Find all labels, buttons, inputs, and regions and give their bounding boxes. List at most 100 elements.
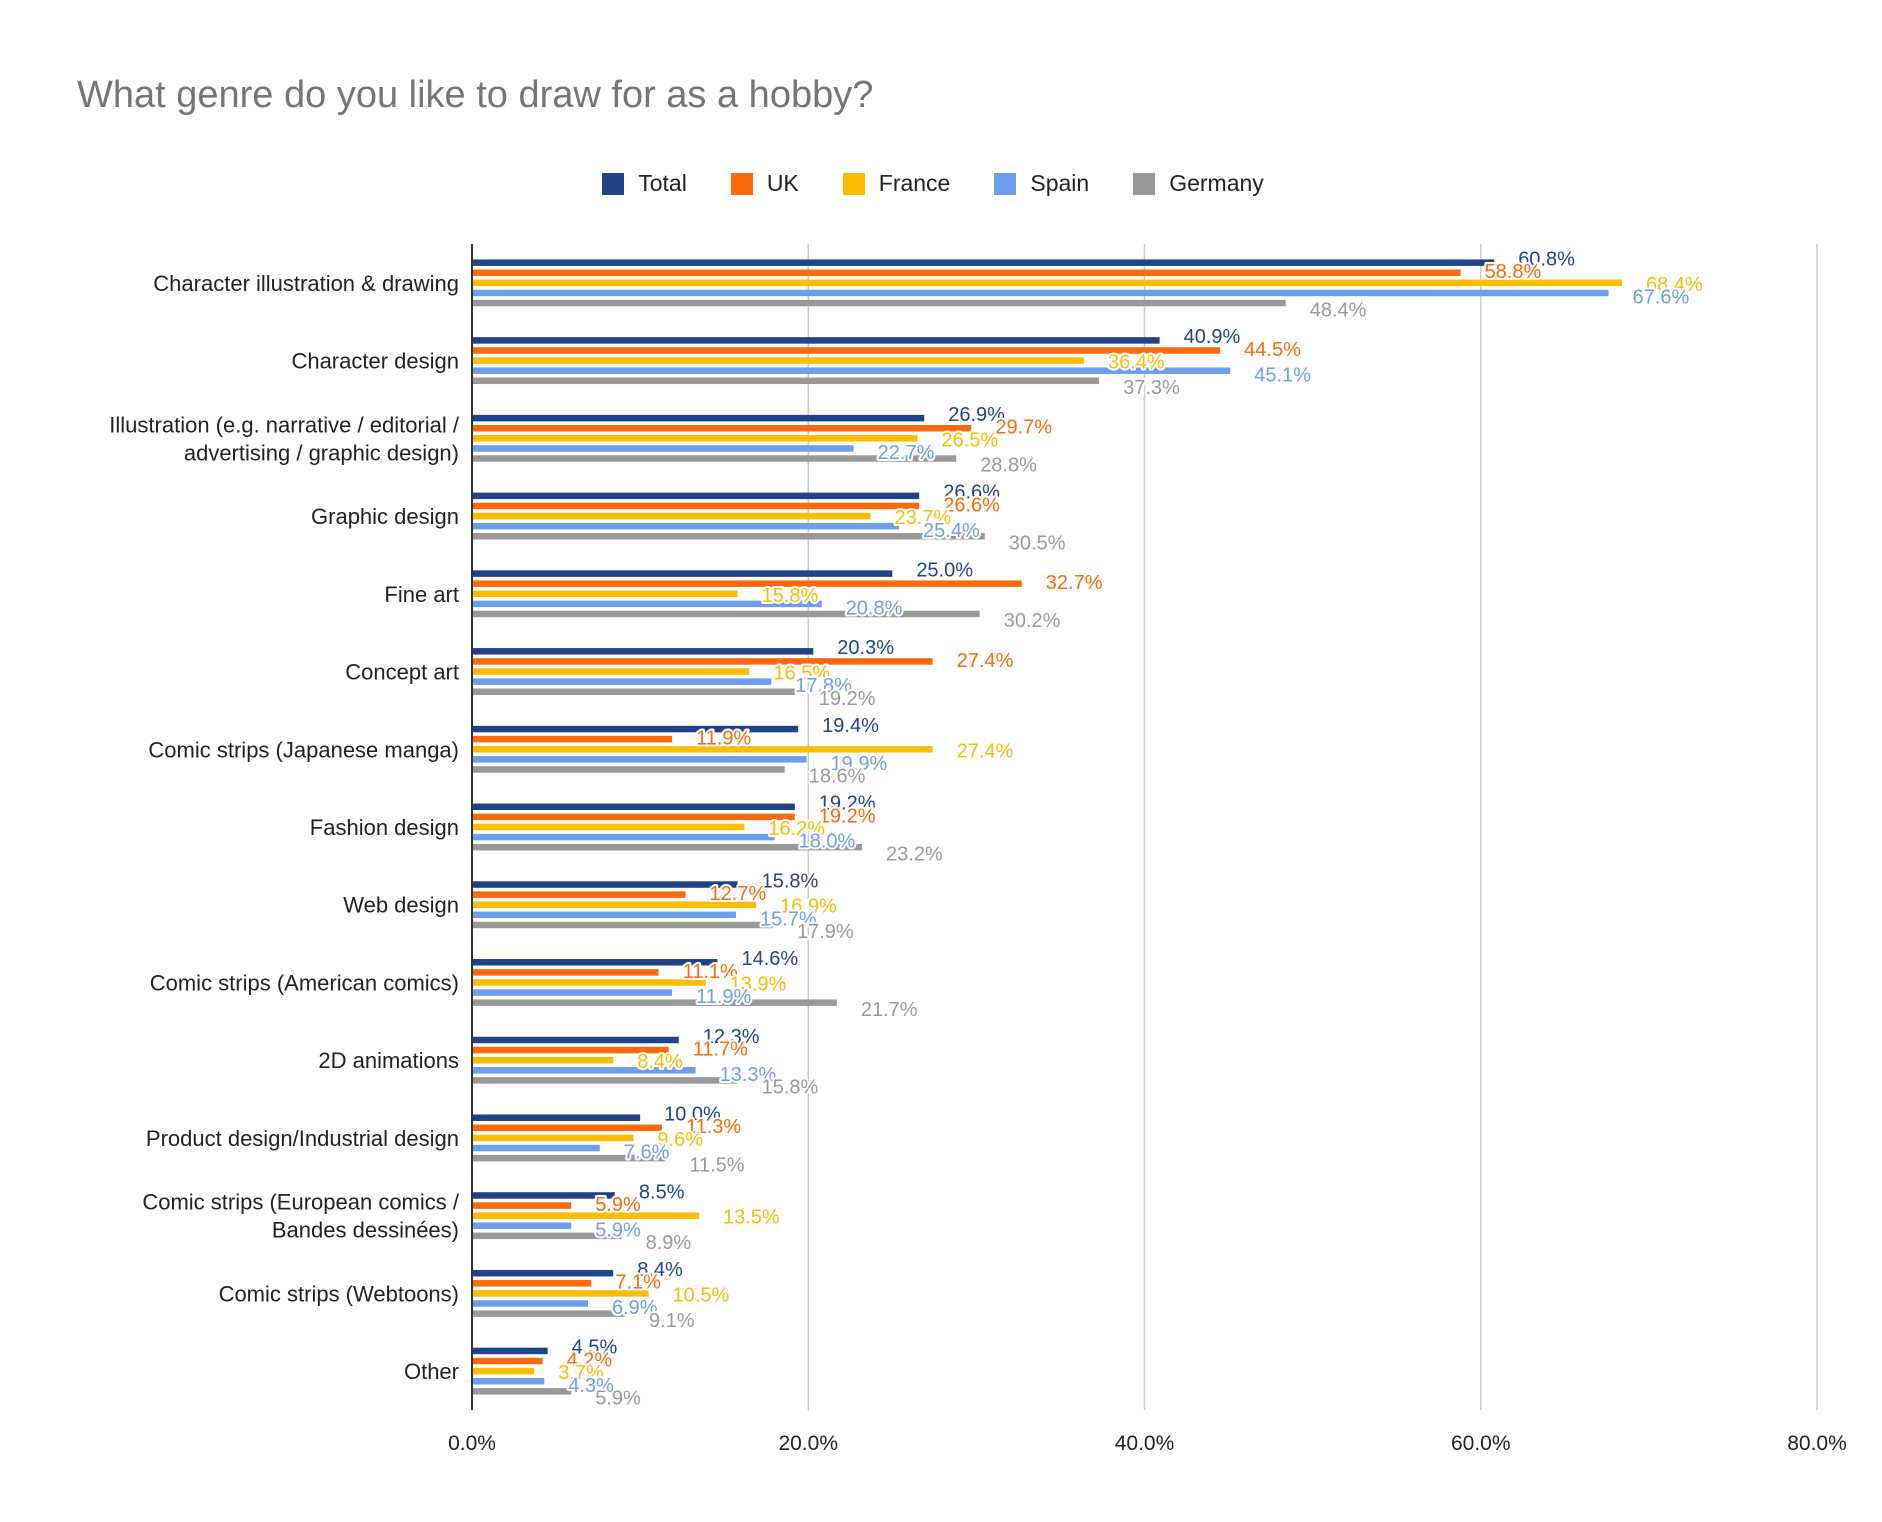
data-label-germany: 30.5% — [1009, 532, 1066, 554]
bar-total-web-design — [472, 881, 738, 888]
data-label-spain: 17.8% — [795, 675, 852, 697]
bar-uk-other — [472, 1357, 543, 1365]
data-label-germany: 5.9% — [595, 1388, 641, 1410]
bar-uk-comic-strips-european-comics-bandes-dessin-es — [472, 1202, 572, 1209]
legend-swatch-germany — [1133, 172, 1156, 195]
bar-total-fashion-design — [472, 803, 795, 811]
data-label-france: 27.4% — [957, 740, 1014, 762]
data-label-spain: 15.7% — [760, 908, 817, 930]
data-label-uk: 58.8% — [1485, 261, 1542, 283]
bar-total-other — [472, 1347, 548, 1355]
bar-germany-concept-art — [472, 688, 795, 695]
data-label-spain: 20.8% — [846, 598, 903, 620]
bar-total-graphic-design — [472, 492, 920, 500]
legend-swatch-spain — [994, 172, 1017, 195]
data-label-uk: 44.5% — [1244, 339, 1301, 361]
bar-uk-comic-strips-webtoons — [472, 1280, 592, 1287]
bar-germany-character-illustration-drawing — [472, 299, 1286, 307]
bar-france-illustration-e-g-narrative-editorial-advertising-graphic-design — [472, 435, 918, 442]
x-tick-label: 20.0% — [778, 1432, 838, 1455]
bar-france-product-design-industrial-design — [472, 1134, 634, 1142]
data-label-total: 40.9% — [1184, 326, 1241, 348]
category-label: Concept art — [345, 660, 459, 685]
data-label-uk: 29.7% — [995, 417, 1052, 439]
data-label-uk: 7.1% — [615, 1272, 661, 1294]
bar-spain-comic-strips-european-comics-bandes-dessin-es — [472, 1222, 572, 1230]
data-label-total: 20.3% — [837, 637, 894, 659]
data-label-germany: 9.1% — [649, 1310, 695, 1332]
legend-swatch-total — [602, 172, 625, 195]
data-label-france: 13.9% — [730, 973, 787, 995]
category-label: Comic strips (European comics / — [142, 1190, 460, 1215]
bar-spain-comic-strips-webtoons — [472, 1300, 589, 1307]
bar-germany-illustration-e-g-narrative-editorial-advertising-graphic-design — [472, 455, 957, 462]
bar-spain-character-design — [472, 367, 1231, 374]
bar-uk-web-design — [472, 891, 686, 898]
bar-france-web-design — [472, 901, 757, 908]
data-label-total: 25.0% — [916, 559, 973, 581]
data-label-germany: 11.5% — [689, 1154, 744, 1176]
data-label-germany: 15.8% — [762, 1077, 819, 1099]
data-label-germany: 48.4% — [1310, 299, 1367, 321]
bar-uk-fashion-design — [472, 813, 795, 821]
data-label-total: 12.3% — [703, 1026, 760, 1048]
bar-germany-product-design-industrial-design — [472, 1154, 666, 1162]
x-tick-label: 0.0% — [448, 1432, 496, 1455]
data-label-uk: 4.2% — [567, 1349, 613, 1371]
bar-spain-character-illustration-drawing — [472, 289, 1609, 297]
category-label: Character illustration & drawing — [153, 271, 459, 296]
data-label-germany: 37.3% — [1123, 377, 1180, 399]
bar-france-comic-strips-webtoons — [472, 1290, 649, 1297]
chart-legend: Total UK France Spain Germany — [0, 170, 1882, 197]
category-label: Comic strips (Japanese manga) — [148, 737, 459, 762]
bar-france-character-illustration-drawing — [472, 279, 1622, 287]
data-label-total: 60.8% — [1518, 248, 1575, 270]
data-label-germany: 28.8% — [980, 455, 1037, 477]
bar-france-graphic-design — [472, 512, 871, 520]
data-label-total: 14.6% — [741, 948, 798, 970]
x-tick-label: 60.0% — [1451, 1432, 1511, 1455]
chart-title: What genre do you like to draw for as a … — [77, 74, 874, 116]
bar-germany-2d-animations — [472, 1077, 738, 1084]
bar-france-character-design — [472, 357, 1084, 364]
legend-swatch-france — [842, 172, 865, 195]
bar-spain-2d-animations — [472, 1067, 696, 1074]
category-label: Illustration (e.g. narrative / editorial… — [109, 412, 460, 437]
data-label-spain: 18.0% — [799, 831, 856, 853]
data-label-france: 3.7% — [558, 1362, 604, 1384]
legend-item-germany[interactable]: Germany — [1133, 170, 1264, 197]
category-label: 2D animations — [318, 1048, 459, 1073]
bar-total-comic-strips-japanese-manga — [472, 725, 799, 733]
category-label: Fine art — [384, 582, 459, 607]
data-label-france: 16.5% — [773, 663, 830, 685]
legend-item-total[interactable]: Total — [602, 170, 687, 197]
bar-total-fine-art — [472, 570, 893, 577]
bar-spain-product-design-industrial-design — [472, 1144, 600, 1152]
data-label-total: 19.2% — [819, 793, 876, 815]
data-label-spain: 4.3% — [568, 1375, 614, 1397]
data-label-uk: 5.9% — [595, 1194, 641, 1216]
bar-germany-fine-art — [472, 610, 980, 618]
bar-total-character-design — [472, 337, 1160, 344]
data-label-total: 26.9% — [948, 404, 1005, 426]
data-label-germany: 19.2% — [819, 688, 876, 710]
bar-spain-illustration-e-g-narrative-editorial-advertising-graphic-design — [472, 445, 854, 452]
data-label-spain: 11.9% — [696, 986, 751, 1008]
bar-total-comic-strips-webtoons — [472, 1269, 614, 1277]
data-label-germany: 21.7% — [861, 999, 918, 1021]
bar-spain-other — [472, 1377, 545, 1385]
category-label: Web design — [343, 893, 459, 918]
bar-uk-2d-animations — [472, 1046, 669, 1054]
bar-germany-other — [472, 1388, 572, 1395]
data-label-germany: 17.9% — [797, 921, 854, 943]
bar-france-2d-animations — [472, 1056, 614, 1064]
data-label-spain: 67.6% — [1633, 287, 1690, 309]
data-label-spain: 6.9% — [612, 1297, 658, 1319]
bar-total-illustration-e-g-narrative-editorial-advertising-graphic-design — [472, 414, 925, 422]
legend-item-france[interactable]: France — [842, 170, 950, 197]
legend-item-uk[interactable]: UK — [730, 170, 799, 197]
legend-item-spain[interactable]: Spain — [994, 170, 1089, 197]
data-label-spain: 7.6% — [624, 1142, 670, 1164]
bar-total-2d-animations — [472, 1036, 679, 1044]
legend-swatch-uk — [730, 172, 753, 195]
